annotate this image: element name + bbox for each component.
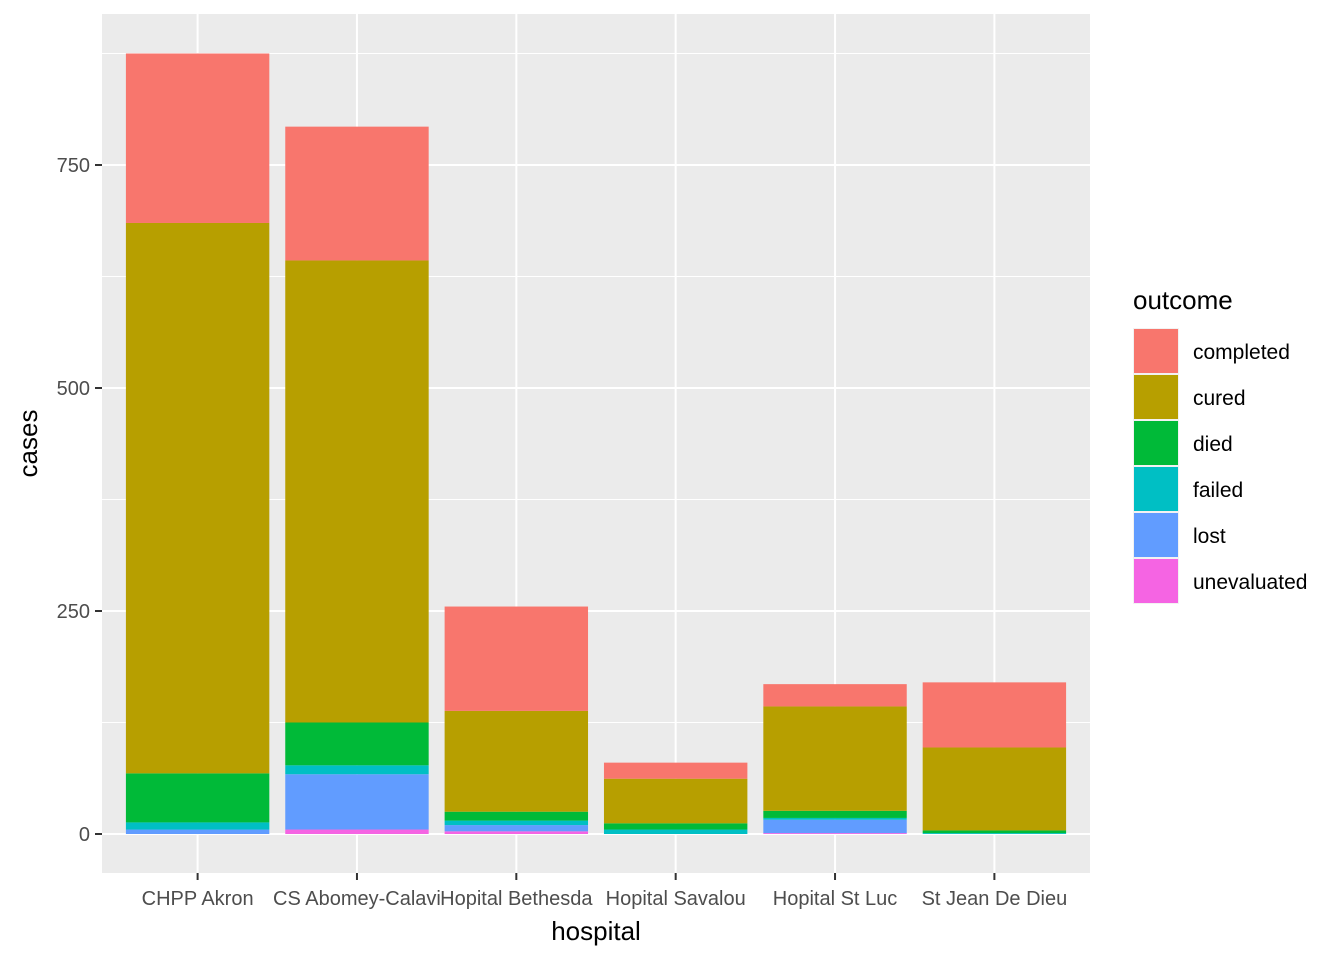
legend-swatch (1134, 513, 1178, 557)
y-tick-label: 250 (57, 601, 90, 623)
y-tick-label: 500 (57, 378, 90, 400)
legend: outcome completed cured died failed lost unev… (1133, 285, 1307, 604)
legend-swatch (1134, 329, 1178, 373)
bar-segment (603, 778, 748, 824)
x-tick-label: CHPP Akron (142, 888, 254, 910)
x-axis: CHPP Akron CS Abomey-Calavi Hopital Bethes… (142, 873, 1068, 910)
bar-segment (285, 126, 429, 261)
legend-label: failed (1193, 479, 1243, 502)
bar-segment (444, 825, 589, 832)
legend-label: died (1193, 433, 1233, 456)
bar-segment (922, 833, 1067, 834)
legend-label: cured (1193, 387, 1246, 410)
bar-segment (763, 684, 907, 707)
legend-label: completed (1193, 341, 1290, 364)
bar-segment (285, 722, 429, 766)
bar-segment (125, 829, 270, 834)
bar-segment (444, 606, 589, 711)
legend-swatch (1134, 375, 1178, 419)
legend-swatch (1134, 421, 1178, 465)
bar-segment (125, 822, 270, 830)
x-tick-label: Hopital Bethesda (440, 888, 593, 910)
bars (125, 53, 1067, 834)
bar-segment (922, 682, 1067, 748)
y-tick-label: 750 (57, 155, 90, 177)
bar-segment (444, 710, 589, 812)
x-tick-label: St Jean De Dieu (922, 888, 1068, 910)
bar-segment (763, 706, 907, 811)
bar-segment (444, 811, 589, 821)
bar-segment (444, 831, 589, 834)
bar-segment (125, 773, 270, 823)
bar-segment (603, 829, 748, 834)
legend-label: unevaluated (1193, 571, 1307, 594)
legend-title: outcome (1133, 285, 1233, 315)
y-tick-label: 0 (79, 824, 90, 846)
bar-segment (285, 765, 429, 775)
bar-segment (603, 762, 748, 779)
bar-segment (763, 833, 907, 834)
legend-swatch (1134, 467, 1178, 511)
bar-segment (444, 820, 589, 826)
bar-segment (922, 830, 1067, 834)
bar-segment (285, 260, 429, 723)
y-axis-title: cases (13, 410, 43, 478)
bar-segment (285, 829, 429, 834)
legend-swatch (1134, 559, 1178, 603)
bar-segment (285, 774, 429, 830)
bar-segment (922, 747, 1067, 831)
bar-segment (763, 817, 907, 820)
x-axis-title: hospital (551, 916, 641, 946)
legend-label: lost (1193, 525, 1226, 548)
bar-segment (125, 53, 270, 223)
x-tick-label: CS Abomey-Calavi (273, 888, 441, 910)
bar-segment (125, 222, 270, 774)
bar-segment (763, 810, 907, 818)
y-axis: 0 250 500 750 (57, 155, 102, 846)
bar-segment (603, 823, 748, 830)
x-tick-label: Hopital Savalou (606, 888, 746, 910)
bar-segment (763, 819, 907, 834)
x-tick-label: Hopital St Luc (773, 888, 898, 910)
